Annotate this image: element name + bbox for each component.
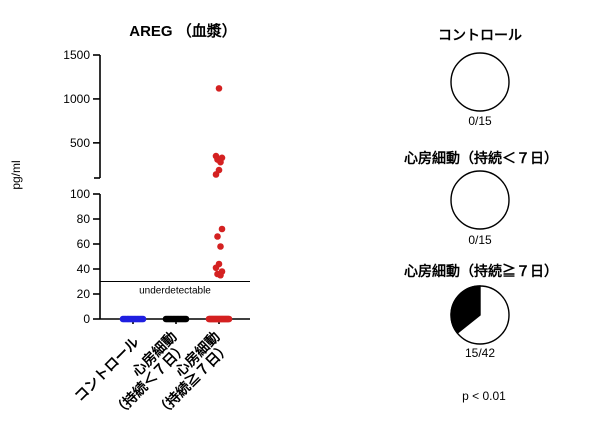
data-point [212,264,220,272]
pie-slice-positive [450,285,481,335]
data-point [212,171,220,178]
y-tick-label: 40 [77,262,91,276]
data-point [217,243,224,250]
pie-chart-af-long [450,285,510,345]
pie-title-control: コントロール [438,27,522,43]
pie-chart-control [450,52,510,112]
y-tick-label: 1000 [63,92,90,106]
data-points [119,85,233,323]
data-point [225,315,233,323]
y-tick-label: 80 [77,212,91,226]
p-value: p < 0.01 [462,389,506,403]
pie-slice-negative [450,170,510,230]
y-tick-label: 0 [83,312,90,326]
chart-title: AREG （血漿） [129,22,237,40]
threshold-label: underdetectable [139,286,211,297]
y-axis-label: pg/ml [9,160,23,189]
pie-label-control: 0/15 [468,114,492,128]
y-tick-label: 500 [70,136,90,150]
data-point [139,315,147,323]
pie-label-af-long: 15/42 [465,346,495,360]
data-point [217,271,224,279]
pie-chart-af-short [450,170,510,230]
data-point [217,158,224,166]
pie-title-af-short: 心房細動（持続＜７日） [404,150,558,166]
data-point [218,225,226,233]
data-point [182,315,190,323]
y-tick-label: 20 [77,287,91,301]
data-point [214,233,221,240]
pie-label-af-short: 0/15 [468,233,492,247]
data-point [215,85,223,92]
detection-threshold: underdetectable [100,280,250,297]
pie-title-af-long: 心房細動（持続≧７日） [404,263,558,279]
pie-charts: コントロール 0/15 心房細動（持続＜７日） 0/15 心房細動（持続≧７日）… [404,27,558,403]
y-tick-label: 1500 [63,48,90,62]
dot-plot: AREG （血漿） pg/ml 02040608010050010001500 … [9,22,250,420]
pie-slice-negative [450,52,510,112]
y-tick-label: 100 [70,187,90,201]
y-tick-label: 60 [77,237,91,251]
